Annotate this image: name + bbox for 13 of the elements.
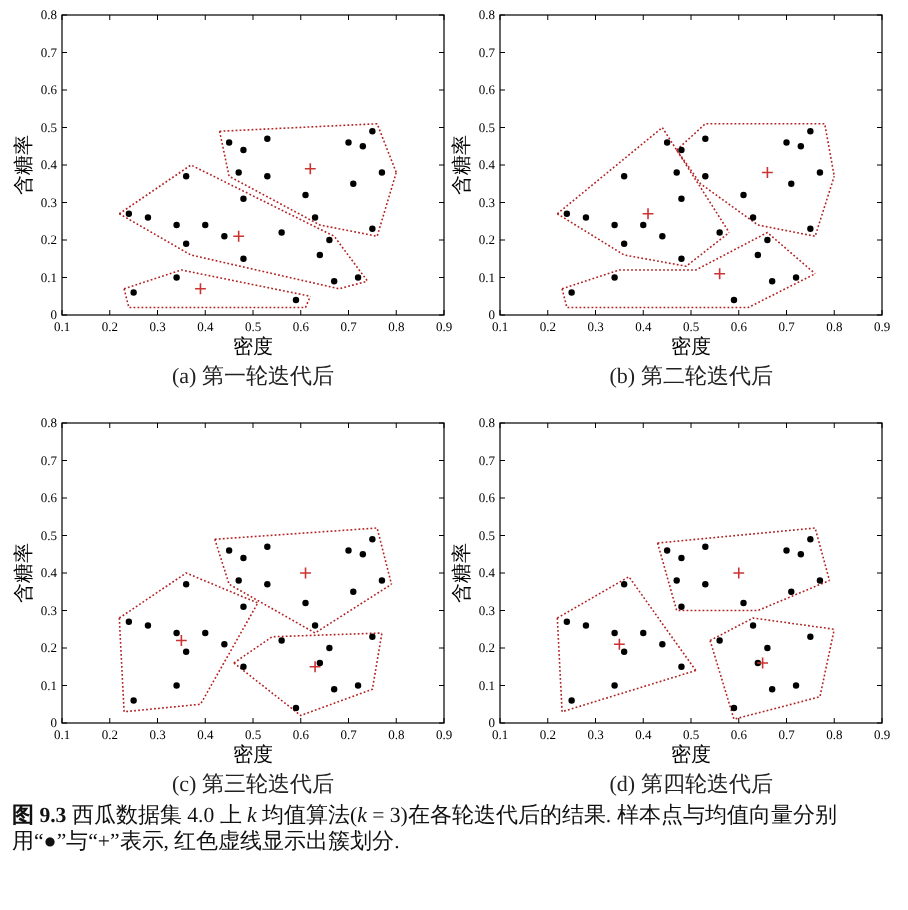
x-axis-title: 密度 (671, 335, 711, 359)
y-axis-title: 含糖率 (12, 543, 36, 603)
text: (b) 第二轮迭代后 (609, 363, 773, 389)
x-axis-title: 密度 (671, 743, 711, 767)
text: 图 9.3 西瓜数据集 4.0 上 k 均值算法(k = 3)在各轮迭代后的结果. 样本点与均值向量分别用“●”与“+”表示, 红色虚线显示出簇划分. (12, 803, 837, 854)
y-axis-title: 含糖率 (12, 135, 36, 195)
x-axis-title: 密度 (233, 743, 273, 767)
y-axis-title: 含糖率 (450, 543, 474, 603)
text: (a) 第一轮迭代后 (172, 363, 334, 389)
text: (d) 第四轮迭代后 (609, 771, 773, 797)
text: (c) 第三轮迭代后 (172, 771, 334, 797)
y-axis-title: 含糖率 (450, 135, 474, 195)
x-axis-title: 密度 (233, 335, 273, 359)
